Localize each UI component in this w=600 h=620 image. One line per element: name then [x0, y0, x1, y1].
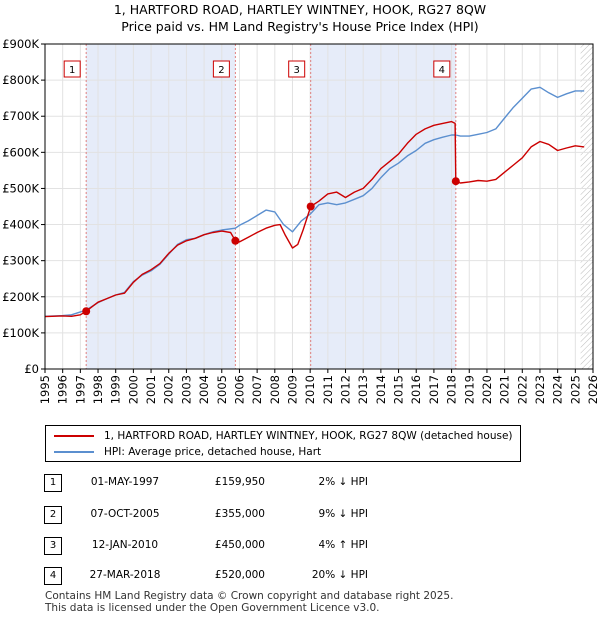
x-tick-label: 1996 — [56, 375, 70, 404]
y-tick-label: £600K — [2, 145, 39, 159]
transaction-hpi-diff: 20% ↓ HPI — [311, 569, 368, 581]
x-tick-label: 2010 — [303, 375, 317, 404]
transaction-price: £159,950 — [214, 476, 265, 488]
x-tick-label: 2000 — [126, 375, 140, 404]
sale-point — [82, 307, 91, 316]
x-tick-label: 2009 — [285, 375, 299, 404]
sale-marker-label: 1 — [69, 65, 75, 76]
legend-item-property: 1, HARTFORD ROAD, HARTLEY WINTNEY, HOOK,… — [54, 429, 513, 443]
future-hatch — [580, 44, 593, 369]
x-tick-label: 2003 — [179, 375, 193, 404]
transaction-row: 1 01-MAY-1997 £159,950 2% ↓ HPI — [0, 474, 600, 492]
x-tick-label: 2007 — [250, 375, 264, 404]
x-tick-label: 1998 — [91, 375, 105, 404]
sale-marker-box — [63, 60, 81, 78]
sale-marker-box — [433, 60, 451, 78]
y-tick-label: £800K — [2, 73, 39, 87]
chart-title: 1, HARTFORD ROAD, HARTLEY WINTNEY, HOOK,… — [113, 2, 487, 17]
x-tick-label: 2014 — [374, 375, 388, 404]
transaction-date: 12-JAN-2010 — [91, 539, 159, 551]
footer-copyright: Contains HM Land Registry data © Crown c… — [45, 590, 454, 602]
x-tick-label: 2019 — [462, 375, 476, 404]
legend-label-property: 1, HARTFORD ROAD, HARTLEY WINTNEY, HOOK,… — [104, 430, 513, 442]
transaction-date: 07-OCT-2005 — [90, 508, 160, 520]
sale-marker-box — [288, 60, 306, 78]
x-tick-label: 2020 — [480, 375, 494, 404]
transaction-hpi-diff: 9% ↓ HPI — [318, 508, 368, 520]
y-tick-label: £300K — [2, 254, 39, 268]
x-tick-label: 2011 — [321, 375, 335, 404]
property-price-line — [44, 120, 585, 318]
x-tick-label: 2023 — [533, 375, 547, 404]
sale-marker-label: 2 — [218, 65, 224, 76]
x-tick-label: 2021 — [498, 375, 512, 404]
y-tick-label: £900K — [2, 37, 39, 51]
sale-marker-label: 4 — [439, 65, 445, 76]
transaction-number: 4 — [44, 567, 62, 585]
transaction-hpi-diff: 2% ↓ HPI — [318, 476, 368, 488]
sale-point — [231, 236, 240, 245]
legend-swatch-property — [54, 435, 94, 437]
transaction-date: 01-MAY-1997 — [90, 476, 160, 488]
x-tick-label: 2002 — [162, 375, 176, 404]
x-tick-label: 2026 — [586, 375, 600, 404]
plot-frame — [44, 43, 594, 370]
x-tick-label: 2005 — [215, 375, 229, 404]
shaded-period — [86, 44, 236, 369]
y-tick-label: £400K — [2, 218, 39, 232]
x-tick-label: 2016 — [409, 375, 423, 404]
x-tick-label: 2018 — [445, 375, 459, 404]
y-tick-label: £100K — [2, 326, 39, 340]
transaction-row: 3 12-JAN-2010 £450,000 4% ↑ HPI — [0, 537, 600, 555]
x-tick-label: 2012 — [339, 375, 353, 404]
transaction-number: 3 — [44, 537, 62, 555]
sale-marker-label: 3 — [294, 65, 300, 76]
x-tick-label: 2017 — [427, 375, 441, 404]
legend-item-hpi: HPI: Average price, detached house, Hart — [54, 445, 321, 459]
x-tick-label: 1995 — [38, 375, 52, 404]
transaction-number: 2 — [44, 506, 62, 524]
transaction-number: 1 — [44, 474, 62, 492]
x-tick-label: 2013 — [356, 375, 370, 404]
x-tick-label: 2022 — [515, 375, 529, 404]
sale-marker-box — [212, 60, 230, 78]
sale-point — [451, 177, 460, 186]
y-tick-label: £200K — [2, 290, 39, 304]
transaction-row: 4 27-MAR-2018 £520,000 20% ↓ HPI — [0, 567, 600, 585]
x-tick-label: 2004 — [197, 375, 211, 404]
legend-swatch-hpi — [54, 451, 94, 453]
x-tick-label: 2024 — [551, 375, 565, 404]
chart-subtitle: Price paid vs. HM Land Registry's House … — [121, 19, 479, 34]
transaction-price: £355,000 — [214, 508, 265, 520]
price-chart: 1 2 3 4 £0 £100K £200K £300K £400K £500K £600K £70… — [2, 37, 600, 404]
transaction-row: 2 07-OCT-2005 £355,000 9% ↓ HPI — [0, 506, 600, 524]
transaction-hpi-diff: 4% ↑ HPI — [318, 539, 368, 551]
y-tick-label: £500K — [2, 181, 39, 195]
y-tick-label: £700K — [2, 109, 39, 123]
sale-point — [306, 202, 315, 211]
shaded-period — [310, 44, 456, 369]
x-tick-label: 2008 — [268, 375, 282, 404]
transaction-price: £450,000 — [214, 539, 265, 551]
transaction-price: £520,000 — [214, 569, 265, 581]
legend: 1, HARTFORD ROAD, HARTLEY WINTNEY, HOOK,… — [45, 425, 521, 462]
legend-label-hpi: HPI: Average price, detached house, Hart — [104, 446, 322, 458]
x-tick-label: 1999 — [109, 375, 123, 404]
transaction-date: 27-MAR-2018 — [89, 569, 161, 581]
x-tick-label: 2015 — [392, 375, 406, 404]
y-tick-label: £0 — [24, 362, 39, 376]
x-tick-label: 2006 — [232, 375, 246, 404]
x-tick-label: 2001 — [144, 375, 158, 404]
footer-licence: This data is licensed under the Open Gov… — [45, 602, 380, 614]
x-tick-label: 1997 — [73, 375, 87, 404]
x-tick-label: 2025 — [568, 375, 582, 404]
